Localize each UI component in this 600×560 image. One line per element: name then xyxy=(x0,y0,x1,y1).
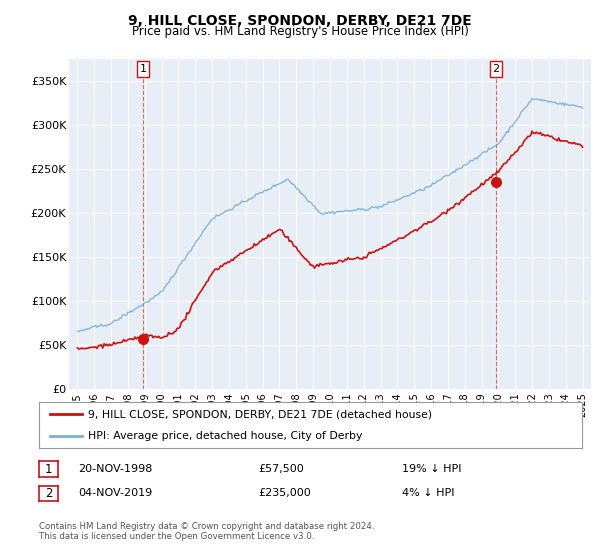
Text: 2: 2 xyxy=(492,64,499,74)
Text: 2: 2 xyxy=(45,487,52,500)
Text: Price paid vs. HM Land Registry's House Price Index (HPI): Price paid vs. HM Land Registry's House … xyxy=(131,25,469,38)
Text: 20-NOV-1998: 20-NOV-1998 xyxy=(78,464,152,474)
Text: Contains HM Land Registry data © Crown copyright and database right 2024.
This d: Contains HM Land Registry data © Crown c… xyxy=(39,522,374,542)
Text: 1: 1 xyxy=(140,64,146,74)
Text: 04-NOV-2019: 04-NOV-2019 xyxy=(78,488,152,498)
Text: 19% ↓ HPI: 19% ↓ HPI xyxy=(402,464,461,474)
Text: £235,000: £235,000 xyxy=(258,488,311,498)
Text: HPI: Average price, detached house, City of Derby: HPI: Average price, detached house, City… xyxy=(88,431,362,441)
Text: 4% ↓ HPI: 4% ↓ HPI xyxy=(402,488,455,498)
Text: £57,500: £57,500 xyxy=(258,464,304,474)
Text: 9, HILL CLOSE, SPONDON, DERBY, DE21 7DE: 9, HILL CLOSE, SPONDON, DERBY, DE21 7DE xyxy=(128,14,472,28)
Text: 1: 1 xyxy=(45,463,52,476)
Text: 9, HILL CLOSE, SPONDON, DERBY, DE21 7DE (detached house): 9, HILL CLOSE, SPONDON, DERBY, DE21 7DE … xyxy=(88,409,432,419)
